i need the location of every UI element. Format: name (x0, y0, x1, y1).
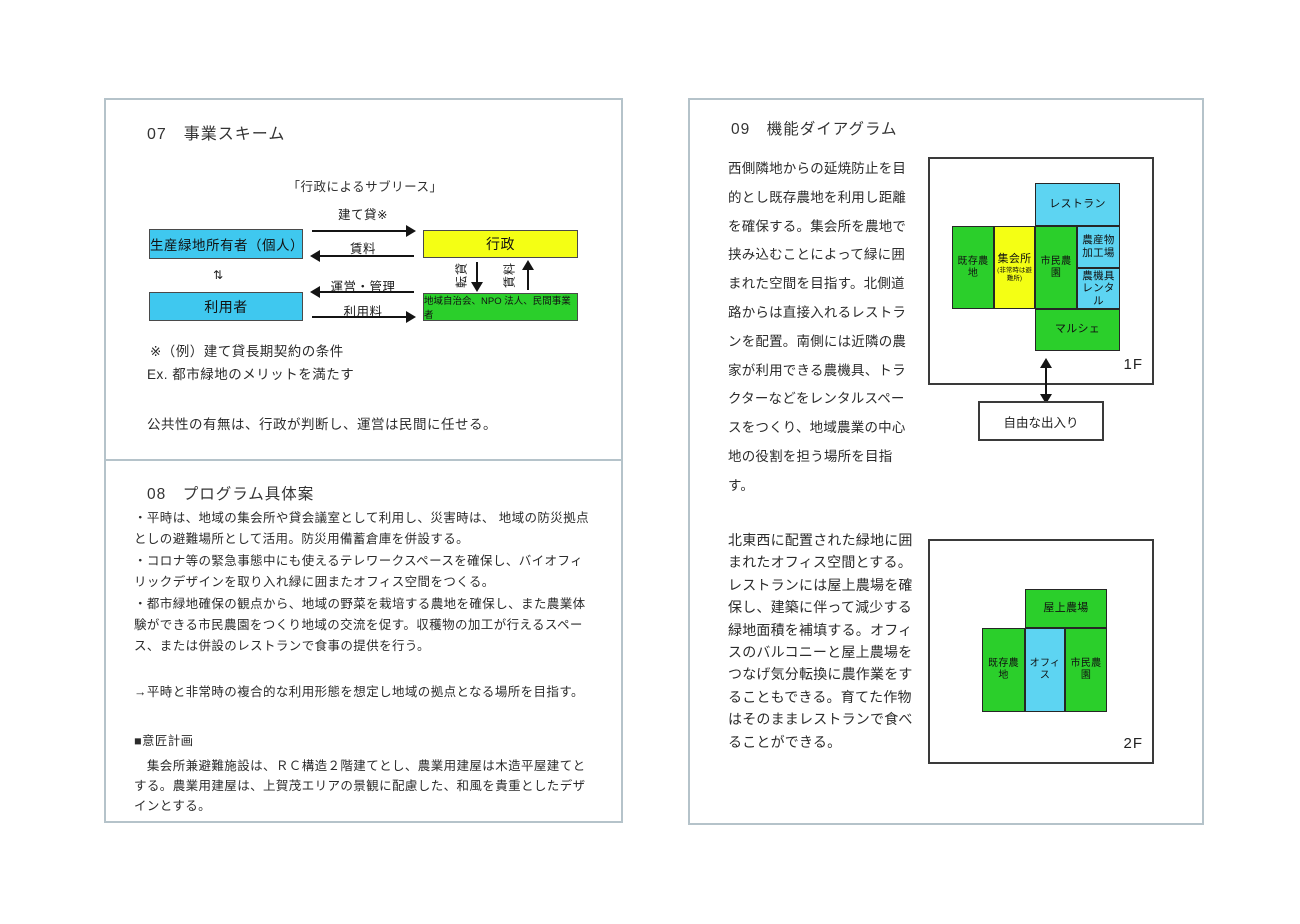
scheme-subtitle: 「行政によるサブリース」 (287, 180, 443, 194)
box-landowner: 生産緑地所有者（個人） (149, 229, 304, 259)
room-citizen-farm-2f: 市民農園 (1065, 628, 1107, 712)
room-rooftop-farm: 屋上農場 (1025, 589, 1107, 628)
updown-arrows-icon: ⇅ (212, 268, 224, 282)
section-09-title: 09 機能ダイアグラム (731, 121, 898, 138)
paragraph-2f: 北東西に配置された緑地に囲 まれたオフィス空間とする。 レストランには屋上農場を… (728, 532, 913, 750)
meeting-hall-note: (非常時は避難所) (997, 266, 1032, 282)
arrow-label-operation: 運営・管理 (330, 280, 396, 294)
program-goal: →平時と非常時の複合的な利用形態を想定し地域の拠点となる場所を目指す。 (134, 684, 584, 699)
note-example: Ex. 都市緑地のメリットを満たす (147, 367, 355, 382)
arrow-label-build-lease: 建て貸※ (338, 208, 388, 222)
note-public-judgement: 公共性の有無は、行政が判断し、運営は民間に任せる。 (147, 417, 497, 432)
arrow-rent (310, 250, 414, 262)
note-contract-condition: ※（例）建て貸長期契約の条件 (150, 344, 344, 359)
program-bullets: ・平時は、地域の集会所や貸会議室として利用し、災害時は、 地域の防災拠点 としの… (134, 511, 589, 654)
room-existing-farm-2f: 既存農地 (982, 628, 1025, 712)
arrow-label-rent-vertical: 賃料 (502, 261, 517, 289)
arrow-build-lease (312, 225, 416, 237)
section-08-title: 08 プログラム具体案 (147, 486, 315, 503)
diagram-1f: レストラン 既存農地 集会所 (非常時は避難所) 市民農園 農産物 加工場 農機… (928, 157, 1154, 385)
arrow-sublease-down (471, 262, 483, 292)
free-access-box: 自由な出入り (978, 401, 1104, 441)
box-operators: 地域自治会、NPO 法人、民間事業者 (423, 293, 578, 321)
arrow-label-usage-fee: 利用料 (343, 305, 383, 319)
box-government: 行政 (423, 230, 578, 258)
floor-label-2f: 2F (1123, 735, 1143, 752)
arrow-operation (310, 286, 414, 298)
meeting-hall-label: 集会所 (997, 252, 1032, 265)
room-existing-farm-1f: 既存農地 (952, 226, 994, 309)
program-body: ・平時は、地域の集会所や貸会議室として利用し、災害時は、 地域の防災拠点 としの… (134, 508, 606, 816)
room-office: オフィス (1025, 628, 1065, 712)
room-processing: 農産物 加工場 (1077, 226, 1120, 268)
panel-business-scheme: 07 事業スキーム 「行政によるサブリース」 生産緑地所有者（個人） 行政 利用… (104, 98, 623, 461)
diagram-2f: 屋上農場 既存農地 オフィス 市民農園 2F (928, 539, 1154, 764)
room-machine-rental: 農機具 レンタル (1077, 268, 1120, 309)
arrow-usage-fee (312, 311, 416, 323)
free-access-arrow (1040, 358, 1052, 404)
arrow-rent-up (522, 260, 534, 290)
floor-label-1f: 1F (1123, 356, 1143, 373)
paragraph-1f: 西側隣地からの延焼防止を目 的とし既存農地を利用し距離 を確保する。集会所を農地… (728, 161, 907, 493)
section-07-title: 07 事業スキーム (147, 126, 286, 143)
arrow-label-rent: 賃料 (349, 242, 376, 256)
arrow-label-sublease: 転貸 (454, 261, 469, 289)
room-restaurant: レストラン (1035, 183, 1120, 226)
box-user: 利用者 (149, 292, 303, 321)
panel-program-plan: 08 プログラム具体案 ・平時は、地域の集会所や貸会議室として利用し、災害時は、… (104, 459, 623, 823)
room-meeting-hall: 集会所 (非常時は避難所) (994, 226, 1035, 309)
room-citizen-farm-1f: 市民農園 (1035, 226, 1077, 309)
design-plan-body: 集会所兼避難施設は、ＲＣ構造２階建てとし、農業用建屋は木造平屋建てと する。農業… (134, 758, 586, 813)
panel-function-diagram: 09 機能ダイアグラム 西側隣地からの延焼防止を目 的とし既存農地を利用し距離 … (688, 98, 1204, 825)
room-marche: マルシェ (1035, 309, 1120, 351)
design-plan-title: ■意匠計画 (134, 734, 194, 749)
